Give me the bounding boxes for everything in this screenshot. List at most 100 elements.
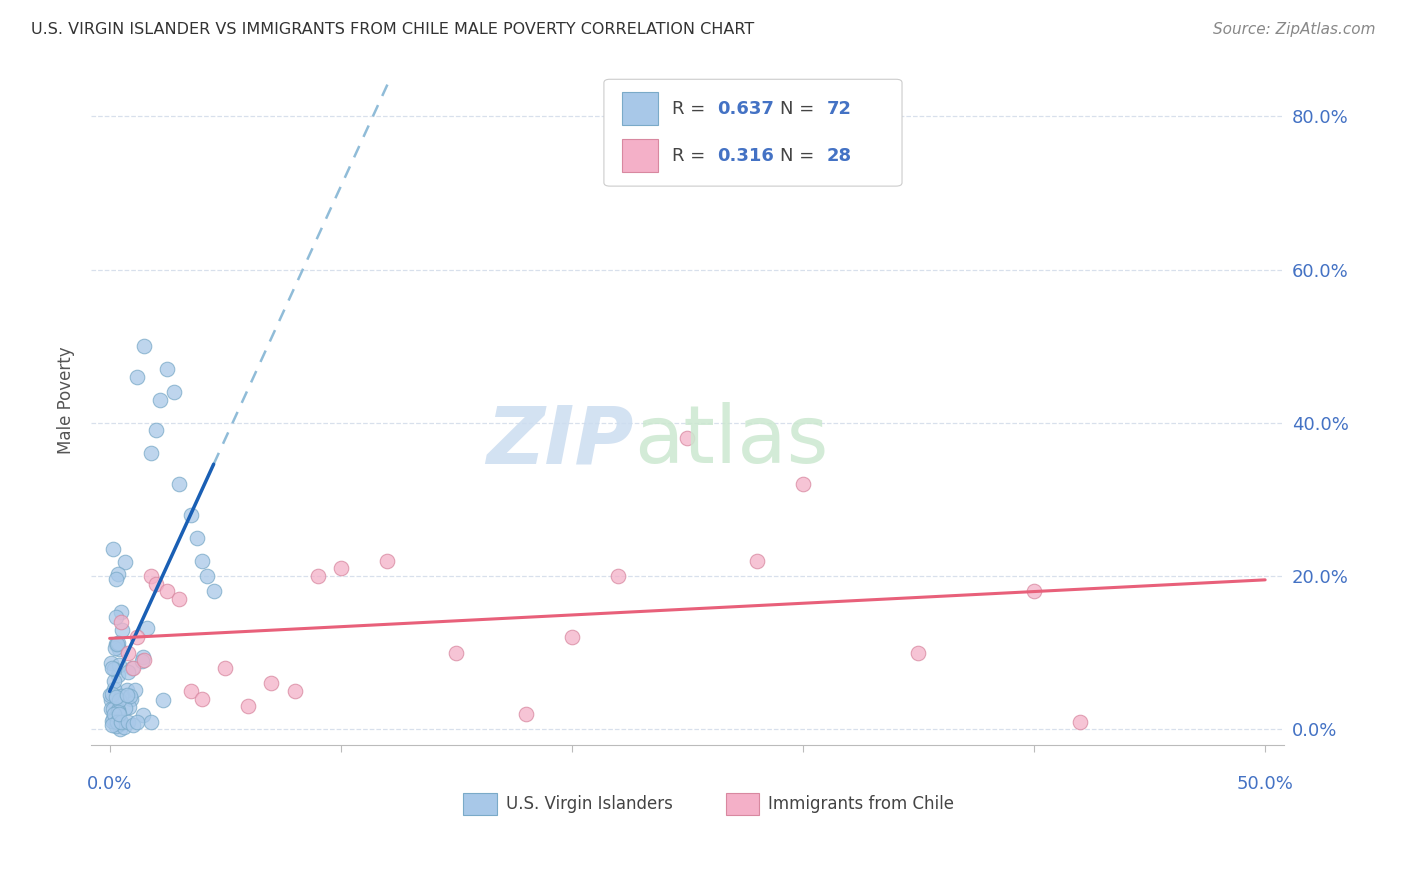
Point xyxy=(100,656,122,670)
Text: R =: R = xyxy=(672,147,706,165)
Point xyxy=(238,699,260,714)
Text: 0.0%: 0.0% xyxy=(87,775,132,793)
Point xyxy=(101,542,124,557)
Point xyxy=(745,554,768,568)
Point xyxy=(117,714,139,729)
Point xyxy=(117,646,139,660)
Text: ZIP: ZIP xyxy=(486,402,634,480)
Text: 0.637: 0.637 xyxy=(717,100,775,118)
Point xyxy=(120,692,142,706)
Point xyxy=(145,576,167,591)
Point xyxy=(98,688,121,702)
Point xyxy=(607,569,630,583)
Point xyxy=(132,649,155,664)
Point xyxy=(121,718,143,732)
Point xyxy=(127,630,149,644)
Text: Immigrants from Chile: Immigrants from Chile xyxy=(769,795,955,813)
Point xyxy=(114,720,136,734)
Point xyxy=(114,555,136,569)
Point xyxy=(110,605,132,619)
Point xyxy=(127,369,149,384)
Point xyxy=(107,566,129,581)
Text: R =: R = xyxy=(672,100,706,118)
Point xyxy=(121,661,143,675)
Point xyxy=(110,722,132,736)
FancyBboxPatch shape xyxy=(621,139,658,172)
FancyBboxPatch shape xyxy=(605,79,903,186)
Point xyxy=(149,392,172,407)
Text: atlas: atlas xyxy=(634,402,828,480)
Point xyxy=(103,662,125,676)
Point xyxy=(191,691,214,706)
Point xyxy=(107,636,129,650)
Y-axis label: Male Poverty: Male Poverty xyxy=(58,346,75,454)
Point xyxy=(260,676,283,690)
FancyBboxPatch shape xyxy=(463,793,496,814)
Text: 28: 28 xyxy=(827,147,852,165)
Point xyxy=(107,703,129,717)
Point xyxy=(104,641,127,656)
Point xyxy=(792,477,814,491)
Point xyxy=(283,684,305,698)
Point xyxy=(108,693,131,707)
Point xyxy=(117,665,139,679)
Point xyxy=(156,362,179,376)
Point xyxy=(186,531,208,545)
Text: U.S. Virgin Islanders: U.S. Virgin Islanders xyxy=(506,795,673,813)
Point xyxy=(101,718,124,732)
Point xyxy=(101,713,124,727)
Point xyxy=(104,637,127,651)
Text: 50.0%: 50.0% xyxy=(1237,775,1294,793)
Point xyxy=(515,706,537,721)
Point xyxy=(202,584,225,599)
Text: Source: ZipAtlas.com: Source: ZipAtlas.com xyxy=(1212,22,1375,37)
Point xyxy=(141,569,163,583)
Point xyxy=(111,624,134,638)
Point xyxy=(156,584,179,599)
Point xyxy=(103,673,125,688)
Point xyxy=(118,699,141,714)
Point xyxy=(103,682,125,697)
Point xyxy=(214,661,236,675)
Point xyxy=(107,642,129,657)
Point xyxy=(135,621,157,635)
Point xyxy=(107,668,129,682)
Point xyxy=(100,702,122,716)
Point xyxy=(167,591,190,606)
Point xyxy=(110,615,132,629)
Point xyxy=(561,630,583,644)
Point xyxy=(108,717,131,731)
Point xyxy=(1069,714,1091,729)
Point xyxy=(110,689,132,703)
Point xyxy=(105,690,128,705)
Text: 72: 72 xyxy=(827,100,852,118)
Point xyxy=(180,684,202,698)
Point xyxy=(105,610,128,624)
Point xyxy=(145,424,167,438)
Point xyxy=(103,706,125,721)
Text: U.S. VIRGIN ISLANDER VS IMMIGRANTS FROM CHILE MALE POVERTY CORRELATION CHART: U.S. VIRGIN ISLANDER VS IMMIGRANTS FROM … xyxy=(31,22,754,37)
Point xyxy=(195,569,218,583)
Point xyxy=(676,431,699,445)
Point xyxy=(134,653,156,667)
Point xyxy=(132,707,155,722)
Point xyxy=(114,701,136,715)
Point xyxy=(307,569,329,583)
Point xyxy=(1022,584,1045,599)
Point xyxy=(101,714,124,728)
Point xyxy=(134,339,156,353)
Point xyxy=(108,714,131,729)
Point xyxy=(180,508,202,522)
Point xyxy=(117,682,139,697)
Point xyxy=(191,554,214,568)
Point xyxy=(167,477,190,491)
Point xyxy=(152,693,174,707)
Point xyxy=(105,714,128,729)
Point xyxy=(907,646,929,660)
Point xyxy=(100,692,122,706)
Point xyxy=(118,689,141,703)
Point xyxy=(117,688,139,702)
Point xyxy=(329,561,352,575)
Point xyxy=(101,661,124,675)
Point xyxy=(163,385,186,400)
